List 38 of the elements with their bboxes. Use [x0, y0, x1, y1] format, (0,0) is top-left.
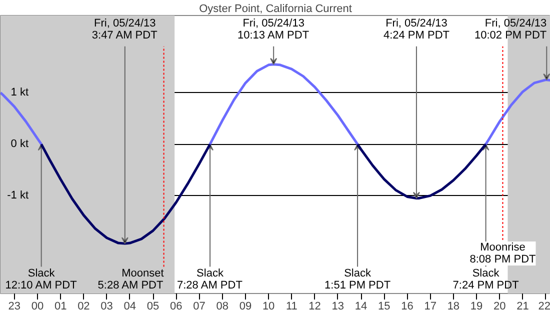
- x-tick-label: 16: [401, 300, 414, 312]
- x-tick-label: 22: [538, 300, 550, 312]
- x-tick-label: 03: [100, 300, 113, 312]
- x-tick-label: 21: [516, 300, 529, 312]
- ref-line-label: Moonrise 8:08 PM PDT: [470, 242, 536, 266]
- x-tick-label: 14: [354, 300, 368, 312]
- x-tick-label: 11: [286, 300, 298, 312]
- x-tick-label: 23: [8, 300, 20, 312]
- annotation: Slack 1:51 PM PDT: [324, 268, 391, 292]
- x-tick-label: 12: [308, 300, 321, 312]
- x-tick-label: 09: [239, 300, 252, 312]
- annotation: Slack 7:28 AM PDT: [177, 268, 243, 292]
- annotation: Fri, 05/24/13 10:02 PM PDT: [474, 18, 547, 42]
- y-tick-label: -1 kt: [7, 190, 29, 202]
- ref-line-label: Moonset 5:28 AM PDT: [98, 268, 164, 292]
- y-tick-label: 1 kt: [10, 86, 29, 99]
- x-tick-label: 18: [447, 300, 460, 312]
- x-tick-label: 00: [31, 300, 44, 312]
- x-tick-label: 05: [146, 300, 160, 312]
- x-tick-label: 07: [193, 300, 206, 312]
- chart-title: Oyster Point, California Current: [199, 3, 352, 15]
- x-tick-label: 10: [262, 300, 275, 312]
- annotation: Fri, 05/24/13 3:47 AM PDT: [92, 18, 158, 42]
- annotation: Slack 7:24 PM PDT: [452, 268, 520, 292]
- x-tick-label: 02: [78, 300, 90, 312]
- x-tick-label: 20: [494, 300, 506, 312]
- y-tick-label: 0 kt: [10, 138, 29, 150]
- x-tick-label: 19: [470, 300, 483, 312]
- x-tick-label: 06: [170, 300, 182, 312]
- x-tick-label: 08: [216, 300, 228, 312]
- annotation: Fri, 05/24/13 10:13 AM PDT: [238, 18, 310, 42]
- x-tick-label: 17: [424, 300, 436, 312]
- x-tick-label: 15: [378, 300, 390, 312]
- x-tick-label: 01: [54, 300, 67, 312]
- x-tick-label: 04: [124, 300, 136, 312]
- x-tick-label: 13: [332, 300, 344, 312]
- annotation: Slack 12:10 AM PDT: [5, 268, 78, 292]
- annotation: Fri, 05/24/13 4:24 PM PDT: [383, 18, 450, 42]
